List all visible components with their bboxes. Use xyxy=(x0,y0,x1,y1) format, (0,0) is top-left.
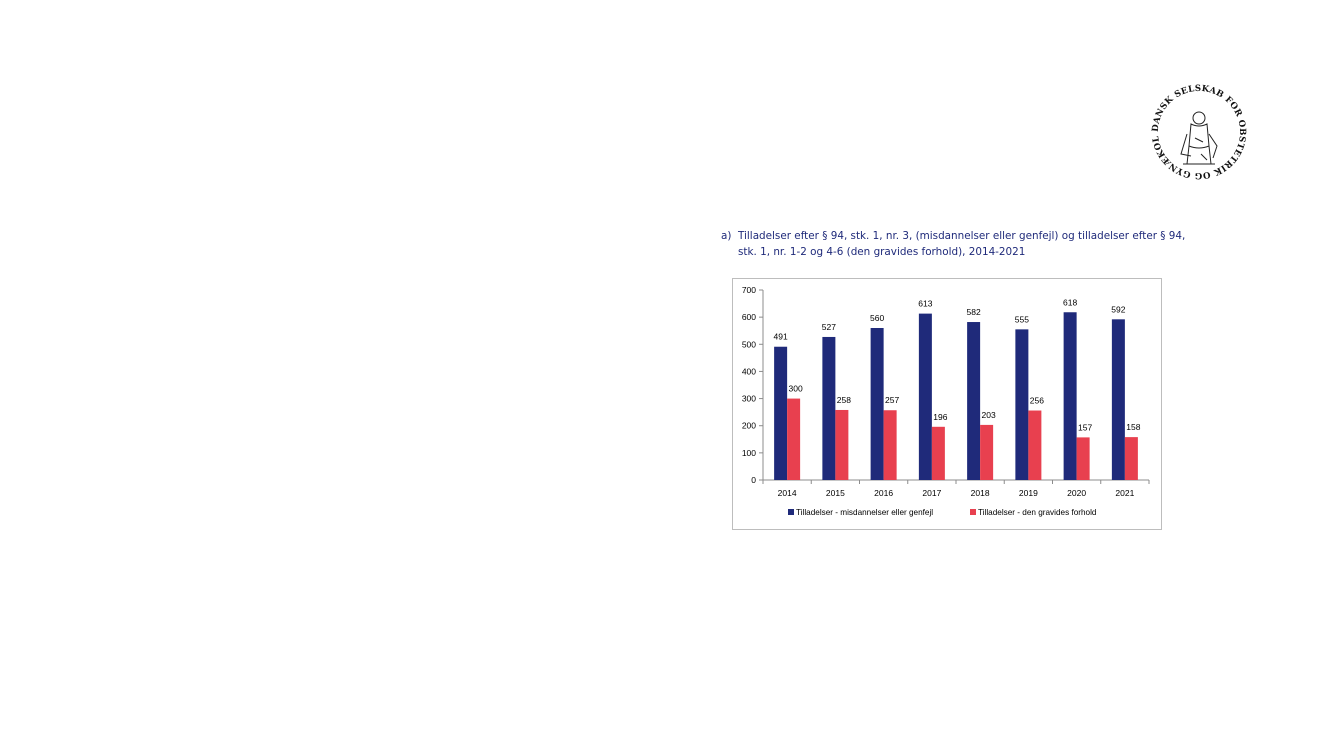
bar-misdannelser xyxy=(918,313,932,480)
data-label: 196 xyxy=(933,412,947,422)
caption-line-2: stk. 1, nr. 1-2 og 4-6 (den gravides for… xyxy=(738,246,1026,258)
legend-label: Tilladelser - den gravides forhold xyxy=(978,508,1097,517)
bar-gravides-forhold xyxy=(980,424,994,480)
x-tick-label: 2015 xyxy=(826,488,845,498)
bar-gravides-forhold xyxy=(1076,437,1090,480)
legend-swatch xyxy=(970,509,976,515)
bar-misdannelser xyxy=(870,328,884,480)
legend-swatch xyxy=(788,509,794,515)
bar-misdannelser xyxy=(1015,329,1029,480)
data-label: 582 xyxy=(967,307,981,317)
figure-caption: a) Tilladelser efter § 94, stk. 1, nr. 3… xyxy=(721,228,1191,260)
data-label: 157 xyxy=(1078,422,1092,432)
y-tick-label: 400 xyxy=(742,366,756,376)
data-label: 491 xyxy=(774,332,788,342)
x-tick-label: 2019 xyxy=(1019,488,1038,498)
data-label: 258 xyxy=(837,395,851,405)
caption-marker: a) xyxy=(721,230,732,242)
data-label: 618 xyxy=(1063,297,1077,307)
bar-gravides-forhold xyxy=(883,410,897,480)
bar-chart: 0 100 200 300 400 500 600 700 2014 491 300 2015 527 2… xyxy=(742,285,1150,517)
data-label: 256 xyxy=(1030,396,1044,406)
data-label: 158 xyxy=(1126,422,1140,432)
y-tick-label: 300 xyxy=(742,394,756,404)
y-tick-label: 100 xyxy=(742,448,756,458)
y-tick-label: 600 xyxy=(742,312,756,322)
x-tick-label: 2020 xyxy=(1067,488,1086,498)
x-tick-label: 2021 xyxy=(1115,488,1134,498)
x-tick-label: 2017 xyxy=(922,488,941,498)
data-label: 613 xyxy=(918,299,932,309)
bar-gravides-forhold xyxy=(1124,437,1138,480)
caption-line-1: Tilladelser efter § 94, stk. 1, nr. 3, (… xyxy=(738,230,1186,242)
y-tick-label: 700 xyxy=(742,285,756,295)
x-tick-label: 2016 xyxy=(874,488,893,498)
x-tick-label: 2014 xyxy=(778,488,797,498)
y-tick-label: 200 xyxy=(742,421,756,431)
bar-misdannelser xyxy=(967,322,981,480)
y-tick-label: 500 xyxy=(742,339,756,349)
data-label: 257 xyxy=(885,395,899,405)
data-label: 592 xyxy=(1111,304,1125,314)
society-logo: DANSK SELSKAB FOR OBSTETRIK OG GYNÆKOLOG… xyxy=(1139,69,1255,188)
data-label: 300 xyxy=(789,384,803,394)
data-label: 555 xyxy=(1015,314,1029,324)
bar-misdannelser xyxy=(1063,312,1077,480)
y-tick-label: 0 xyxy=(751,475,756,485)
bar-misdannelser xyxy=(822,336,836,480)
chart-frame: 0 100 200 300 400 500 600 700 2014 491 300 2015 527 2… xyxy=(732,278,1162,530)
x-tick-label: 2018 xyxy=(971,488,990,498)
data-label: 203 xyxy=(982,410,996,420)
bar-gravides-forhold xyxy=(1028,410,1042,480)
data-label: 560 xyxy=(870,313,884,323)
bar-gravides-forhold xyxy=(931,426,945,480)
bar-gravides-forhold xyxy=(787,398,801,480)
legend-label: Tilladelser - misdannelser eller genfejl xyxy=(796,508,933,517)
bar-misdannelser xyxy=(774,346,788,480)
data-label: 527 xyxy=(822,322,836,332)
bar-misdannelser xyxy=(1111,319,1125,480)
bar-gravides-forhold xyxy=(835,409,849,480)
